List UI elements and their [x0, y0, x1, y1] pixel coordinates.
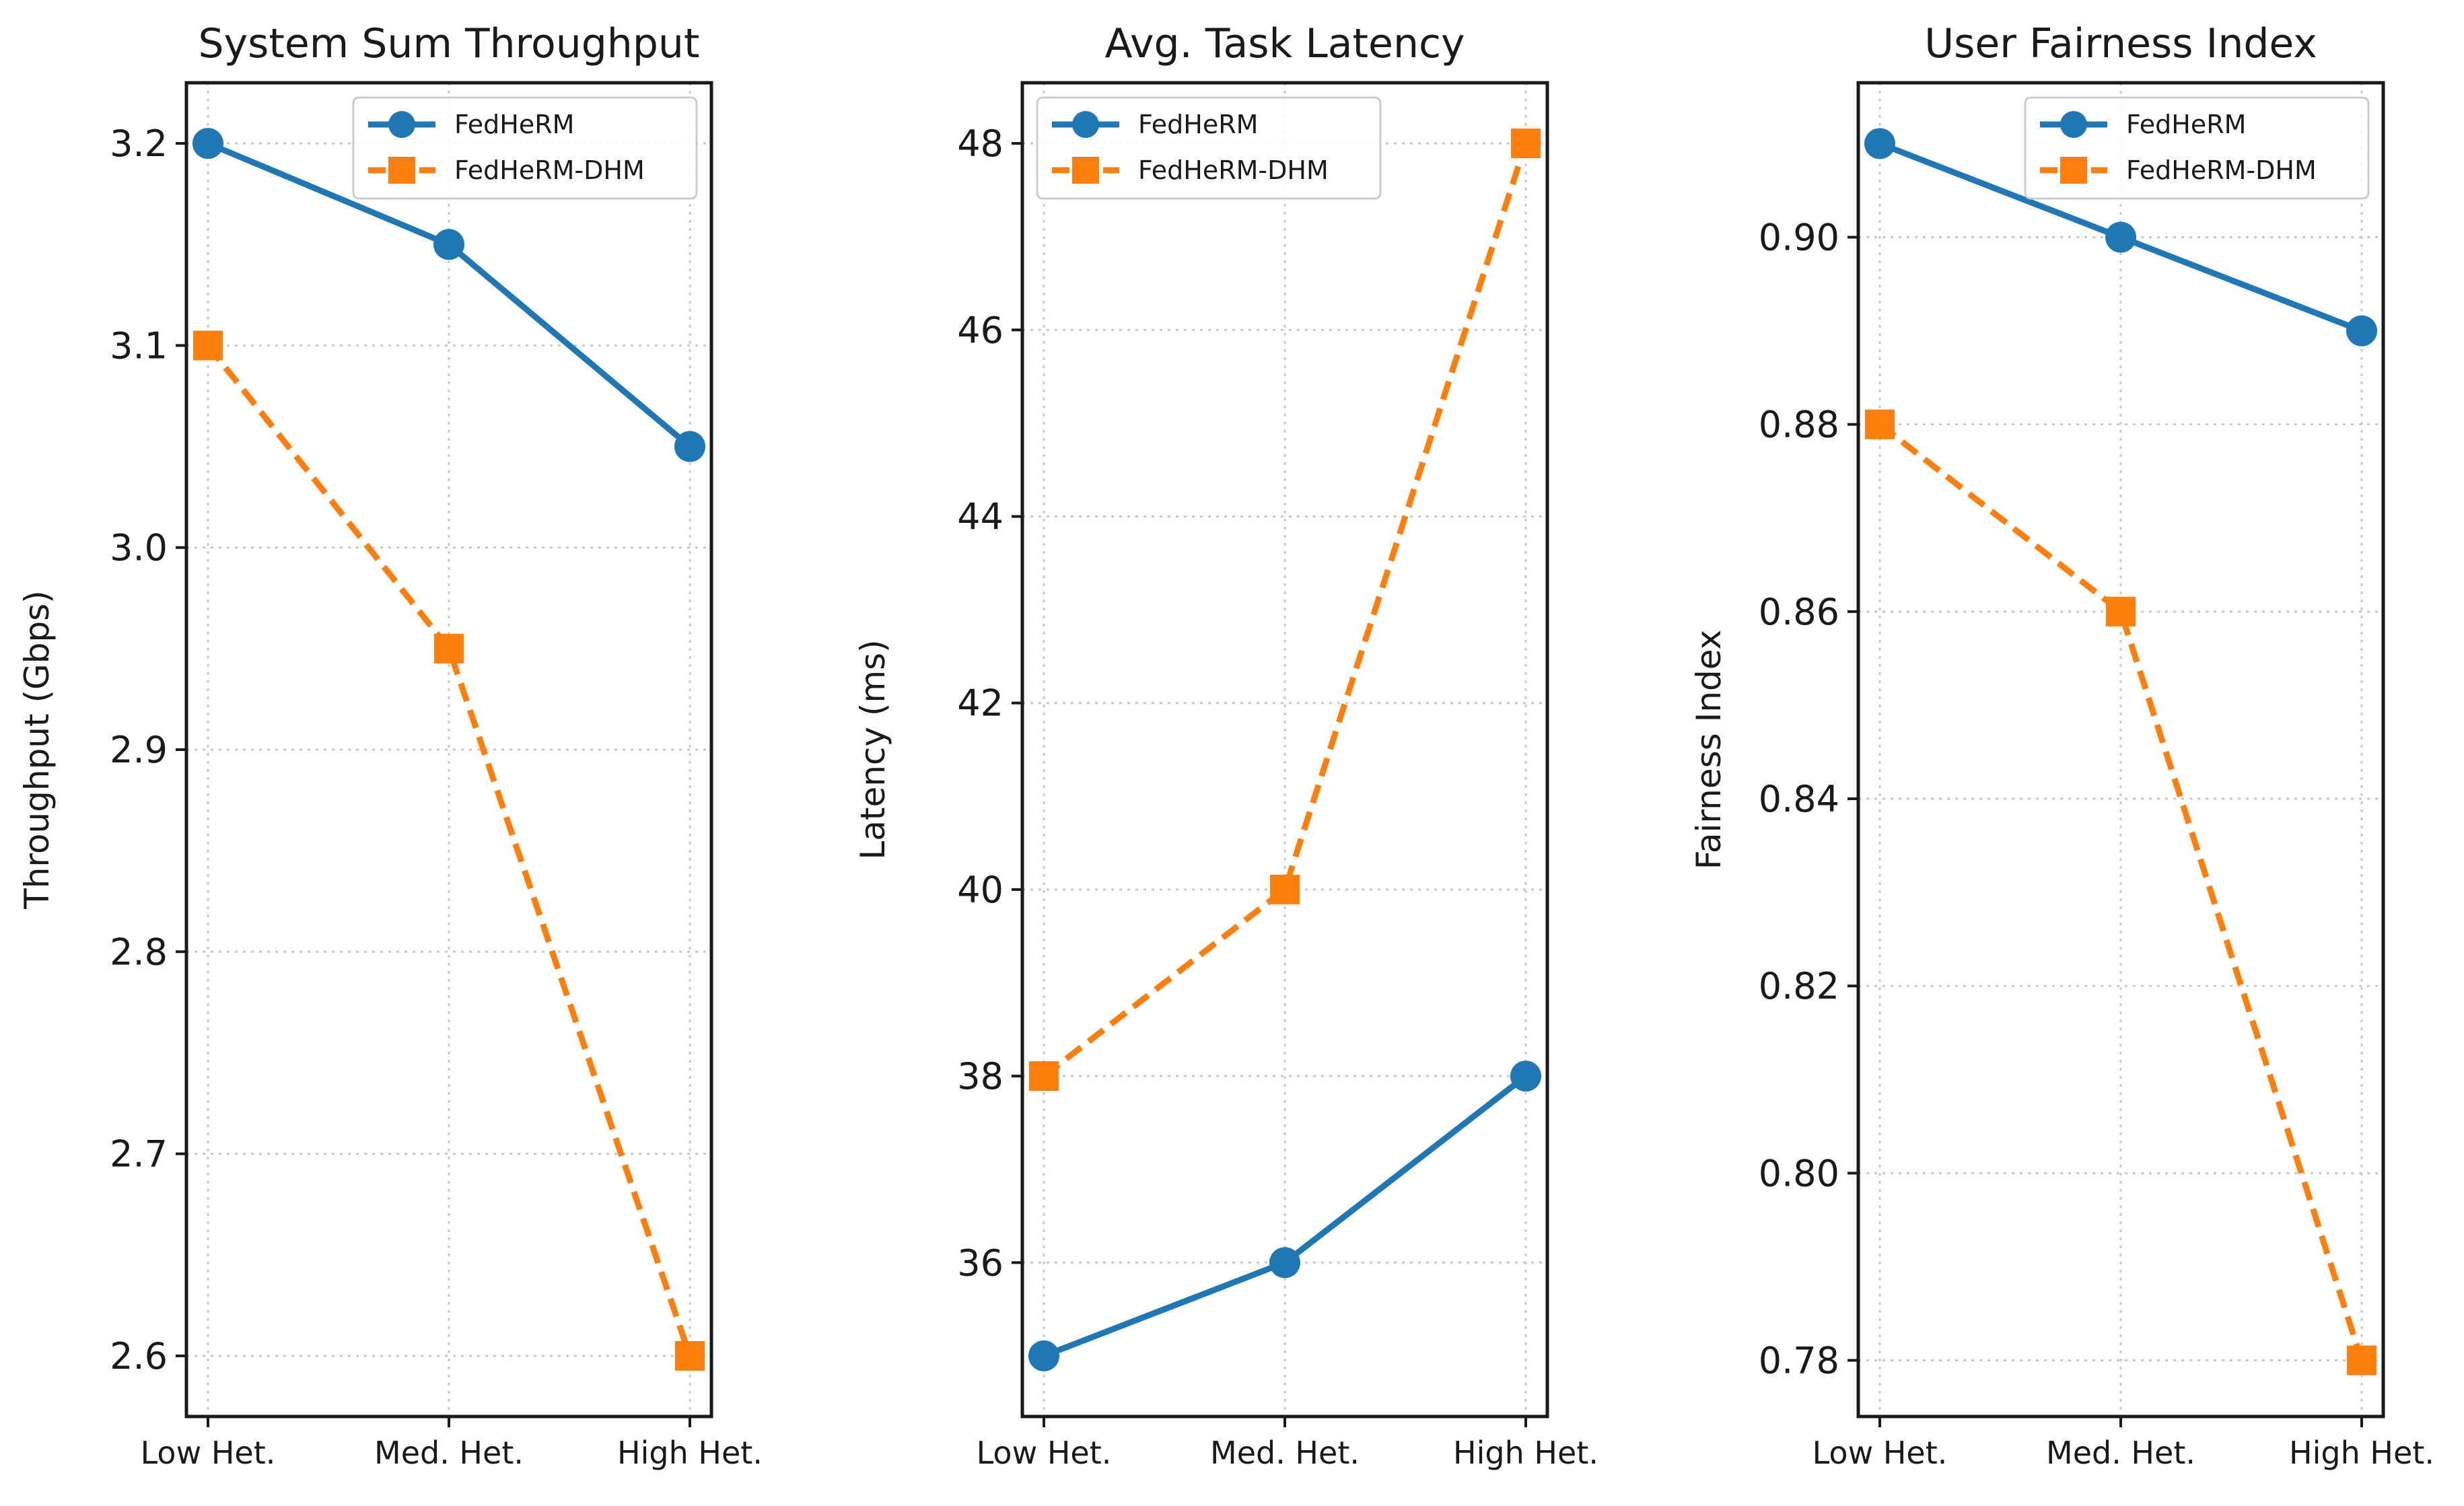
- x-tick-label: Med. Het.: [1210, 1435, 1360, 1471]
- y-tick-label: 0.84: [1759, 778, 1839, 820]
- y-tick-label: 46: [957, 309, 1004, 351]
- legend-box: [1036, 96, 1382, 200]
- legend-marker-circle: [1072, 111, 1099, 138]
- y-tick-label: 0.86: [1759, 591, 1839, 633]
- y-tick-label: 0.80: [1759, 1152, 1839, 1194]
- x-tick-label: High Het.: [1453, 1435, 1598, 1471]
- legend-label: FedHeRM-DHM: [454, 155, 645, 185]
- legend: FedHeRM FedHeRM-DHM: [2024, 96, 2370, 200]
- legend-marker-circle: [388, 111, 415, 138]
- legend-marker-circle: [2060, 111, 2087, 138]
- data-point-fedherm: [1028, 1340, 1059, 1371]
- y-tick-label: 0.82: [1759, 965, 1839, 1007]
- chart-title: System Sum Throughput: [199, 20, 700, 67]
- legend-label: FedHeRM: [2126, 110, 2246, 139]
- chart-panel-3: 0.78 0.80 0.82 0.84 0.86 0.88 0.90 Low Het. Med.…: [1689, 20, 2434, 1471]
- y-tick-label: 0.88: [1759, 404, 1839, 446]
- y-tick-label: 3.1: [110, 324, 168, 367]
- x-tick-label: Low Het.: [977, 1435, 1112, 1471]
- x-tick-label: High Het.: [2289, 1435, 2434, 1471]
- chart-panel-1: 2.6 2.7 2.8 2.9 3.0 3.1 3.2 Low Het. Med. Het. Hi…: [17, 20, 763, 1471]
- data-point-fedherm: [192, 128, 223, 159]
- series-line-fedherm-dhm: [205, 343, 693, 1357]
- y-tick-label: 0.90: [1759, 216, 1839, 258]
- legend-marker-square: [388, 157, 415, 184]
- data-point-fedherm-dhm: [1029, 1061, 1059, 1091]
- data-point-fedherm: [674, 431, 705, 462]
- legend-marker-square: [1072, 157, 1099, 184]
- data-point-fedherm-dhm: [1511, 129, 1541, 159]
- data-point-fedherm-dhm: [434, 633, 464, 664]
- data-point-fedherm-dhm: [675, 1340, 705, 1371]
- plot-frame: [184, 81, 713, 1419]
- y-tick-label: 2.9: [110, 729, 168, 771]
- y-tick-label: 2.8: [110, 931, 168, 973]
- data-point-fedherm: [1510, 1061, 1541, 1092]
- legend-marker-square: [2060, 157, 2087, 184]
- plot-frame: [1020, 81, 1549, 1419]
- legend-label: FedHeRM: [454, 110, 574, 139]
- legend: FedHeRM FedHeRM-DHM: [352, 96, 698, 200]
- data-point-fedherm: [433, 229, 464, 260]
- x-tick-label: Low Het.: [141, 1435, 276, 1471]
- y-axis-label: Throughput (Gbps): [17, 590, 57, 910]
- series-line-fedherm-dhm: [1878, 422, 2365, 1361]
- y-tick-label: 44: [957, 495, 1004, 538]
- data-point-fedherm: [1269, 1247, 1300, 1279]
- plot-frame: [1856, 81, 2385, 1419]
- x-tick-label: High Het.: [617, 1435, 763, 1471]
- legend: FedHeRM FedHeRM-DHM: [1036, 96, 1382, 200]
- legend-label: FedHeRM-DHM: [1138, 155, 1329, 185]
- data-point-fedherm-dhm: [2106, 596, 2136, 626]
- data-point-fedherm-dhm: [1865, 409, 1895, 439]
- legend-label: FedHeRM-DHM: [2126, 155, 2317, 185]
- y-tick-label: 3.0: [110, 527, 168, 569]
- chart-panel-2: 36 38 40 42 44 46 48 Low Het. Med. Het. High Het.…: [853, 20, 1598, 1471]
- legend-label: FedHeRM: [1138, 110, 1258, 139]
- data-point-fedherm-dhm: [193, 330, 223, 361]
- y-tick-label: 2.6: [110, 1335, 168, 1377]
- y-tick-label: 48: [957, 122, 1004, 165]
- y-tick-label: 0.78: [1759, 1340, 1839, 1382]
- data-point-fedherm: [2346, 315, 2377, 347]
- y-tick-label: 36: [957, 1242, 1004, 1284]
- data-point-fedherm-dhm: [1270, 874, 1300, 904]
- y-tick-label: 42: [957, 682, 1004, 725]
- chart-title: User Fairness Index: [1924, 20, 2317, 67]
- y-axis-label: Fairness Index: [1689, 630, 1728, 869]
- legend-box: [2024, 96, 2370, 200]
- data-point-fedherm-dhm: [2347, 1345, 2377, 1375]
- chart-title: Avg. Task Latency: [1105, 20, 1465, 67]
- y-tick-label: 3.2: [110, 122, 168, 165]
- y-tick-label: 2.7: [110, 1133, 168, 1176]
- y-tick-label: 38: [957, 1055, 1004, 1098]
- x-tick-label: Low Het.: [1812, 1435, 1948, 1471]
- y-tick-label: 40: [957, 869, 1004, 911]
- x-tick-label: Med. Het.: [374, 1435, 524, 1471]
- legend-box: [352, 96, 698, 200]
- y-axis-label: Latency (ms): [853, 639, 892, 859]
- x-tick-label: Med. Het.: [2046, 1435, 2195, 1471]
- series-line-fedherm-dhm: [1042, 142, 1529, 1079]
- data-point-fedherm: [2105, 221, 2136, 253]
- data-point-fedherm: [1864, 128, 1895, 159]
